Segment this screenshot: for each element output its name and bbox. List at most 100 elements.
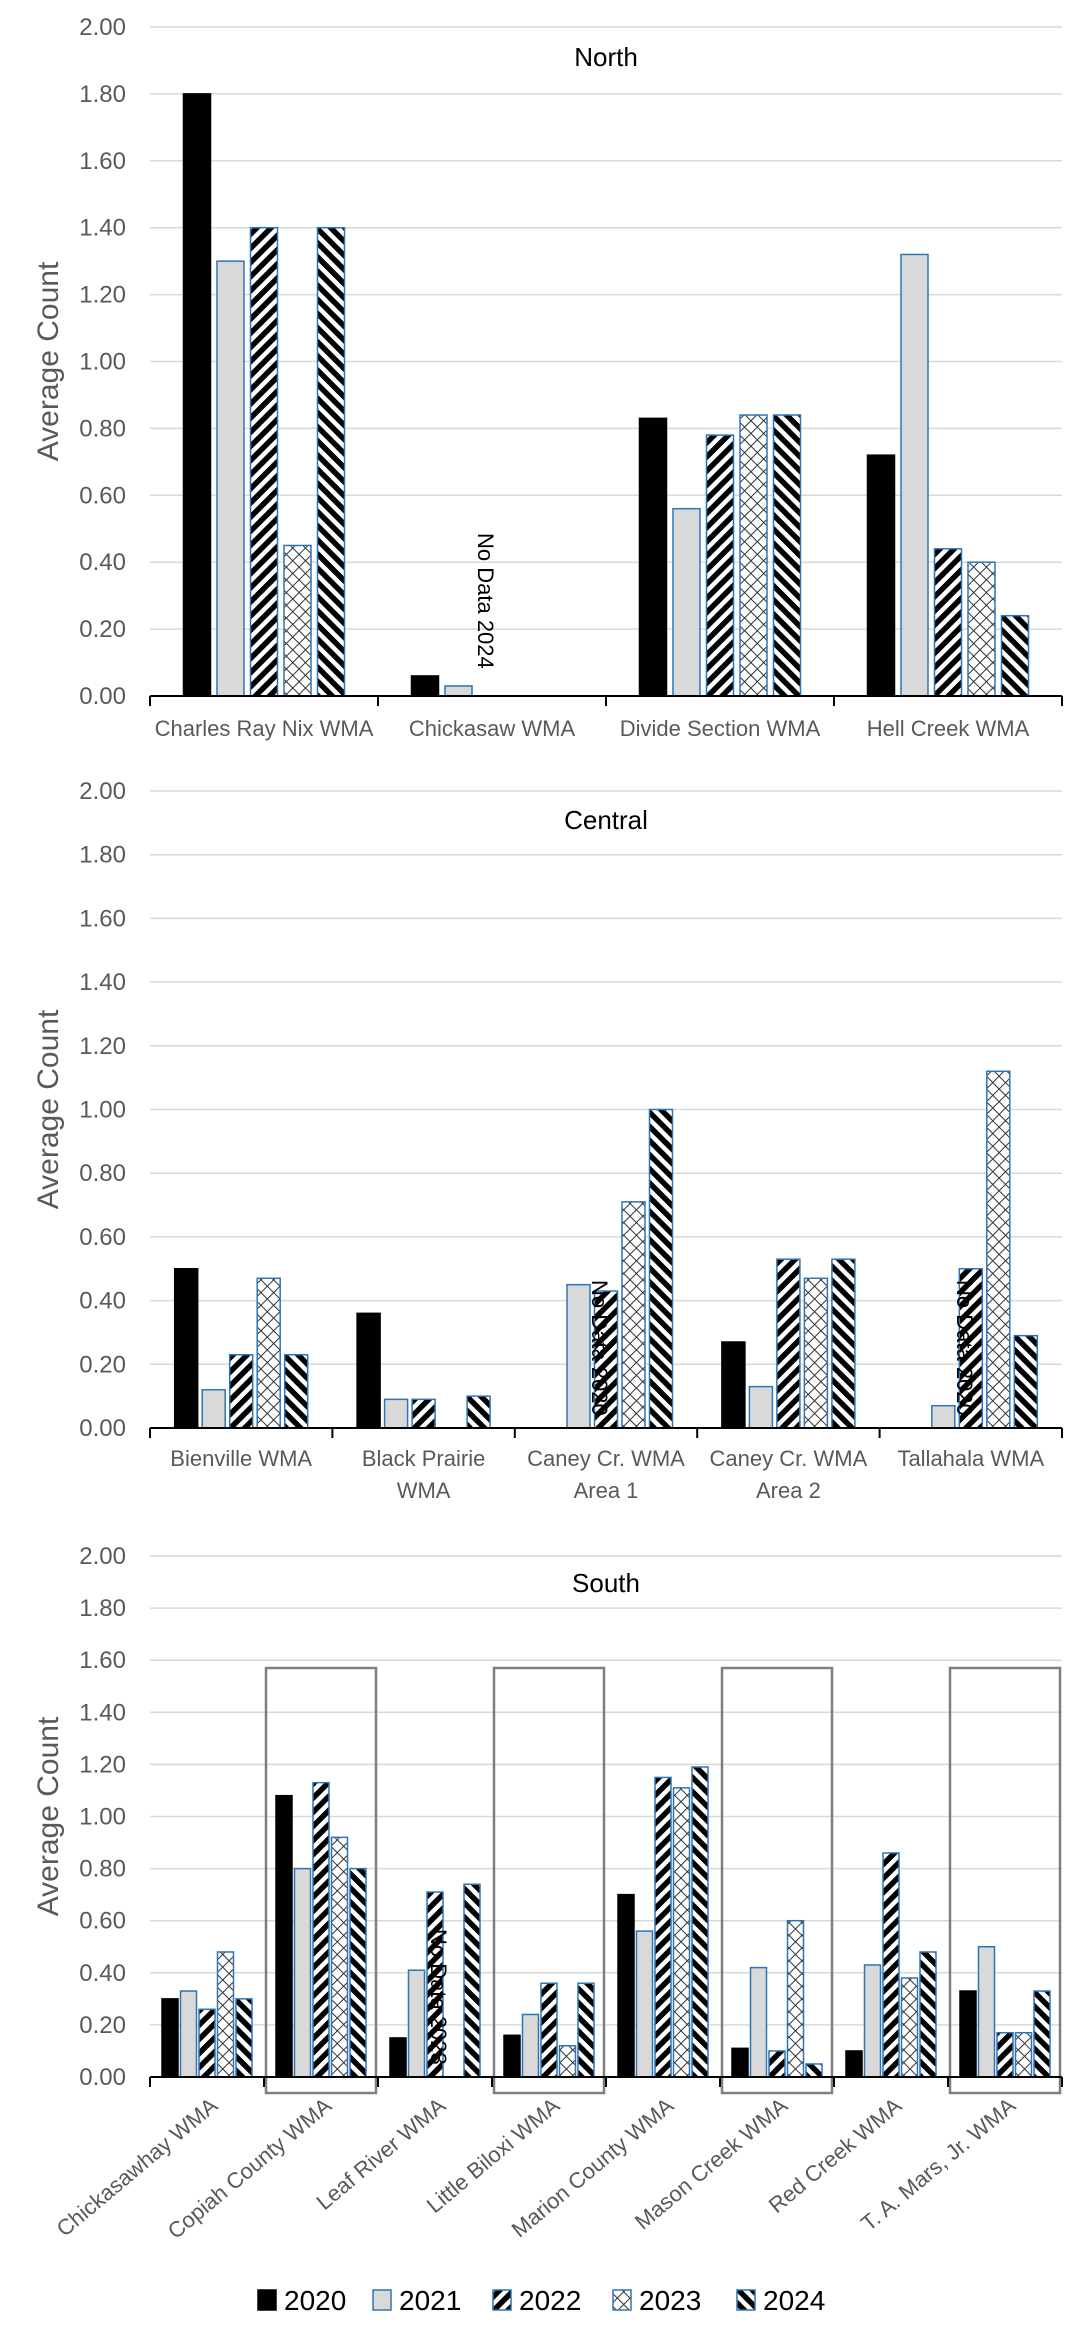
bar-2021-chickasaw-wma <box>444 685 473 697</box>
category-label: Caney Cr. WMA Area 1 <box>527 1446 685 1503</box>
panel-title: South <box>572 1568 640 1598</box>
bar-2024-black-prairie-wma <box>466 1395 491 1429</box>
category-highlight-box <box>720 1666 834 2095</box>
y-tick-label: 0.60 <box>79 482 126 509</box>
y-tick-label: 1.00 <box>79 1804 126 1831</box>
y-tick-label: 1.40 <box>79 969 126 996</box>
bar-2022-little-biloxi-wma <box>540 1982 558 2078</box>
bar-2023-chickasawhay-wma <box>216 1951 235 2078</box>
bar-2022-charles-ray-nix-wma <box>249 226 279 697</box>
y-tick-label: 0.20 <box>79 616 126 643</box>
bar-2021-little-biloxi-wma <box>521 2013 540 2078</box>
bar-2022-marion-county-wma <box>654 1776 672 2078</box>
bar-2024-caney-cr-wma-area-1 <box>648 1108 674 1429</box>
category-highlight-box <box>264 1666 378 2095</box>
y-tick-label: 1.20 <box>79 282 126 309</box>
bar-2021-charles-ray-nix-wma <box>216 260 245 697</box>
category-label: Caney Cr. WMA Area 2 <box>710 1446 868 1503</box>
bar-2024-caney-cr-wma-area-2 <box>831 1258 856 1429</box>
bar-2020-charles-ray-nix-wma <box>182 93 212 697</box>
no-data-annotation: No Data 2023 <box>426 1929 451 2065</box>
category-label: Bienville WMA <box>170 1446 312 1471</box>
y-tick-label: 1.00 <box>79 1097 126 1124</box>
bar-2023-mason-creek-wma <box>786 1919 805 2078</box>
y-tick-label: 1.60 <box>79 905 126 932</box>
y-tick-label: 1.20 <box>79 1751 126 1778</box>
no-data-annotation: No Data 2024 <box>473 533 498 669</box>
y-tick-label: 0.20 <box>79 1351 126 1378</box>
legend-label-2024: 2024 <box>763 2285 825 2316</box>
bar-2024-leaf-river-wma <box>463 1883 481 2078</box>
category-highlight-box <box>948 1666 1062 2095</box>
legend-label-2020: 2020 <box>284 2285 346 2316</box>
bar-2022-t-a-mars-jr-wma <box>996 2031 1014 2078</box>
bar-2021-mason-creek-wma <box>749 1966 768 2078</box>
bar-2022-chickasawhay-wma <box>198 2008 216 2078</box>
bar-2023-charles-ray-nix-wma <box>283 544 312 697</box>
y-tick-label: 0.60 <box>79 1908 126 1935</box>
y-tick-label: 1.80 <box>79 842 126 869</box>
bar-2022-hell-creek-wma <box>933 548 963 697</box>
bar-2024-t-a-mars-jr-wma <box>1033 1990 1051 2078</box>
bar-2020-chickasawhay-wma <box>161 1998 179 2078</box>
y-tick-label: 0.80 <box>79 415 126 442</box>
bar-2020-bienville-wma <box>173 1268 199 1429</box>
category-label: Charles Ray Nix WMA <box>155 716 374 741</box>
bar-2021-tallahala-wma <box>931 1404 956 1429</box>
bar-2021-caney-cr-wma-area-2 <box>748 1385 774 1429</box>
bar-2021-hell-creek-wma <box>900 253 929 697</box>
bar-2021-divide-section-wma <box>672 507 701 697</box>
category-label: Hell Creek WMA <box>867 716 1030 741</box>
bar-2022-bienville-wma <box>228 1353 254 1429</box>
y-tick-label: 2.00 <box>79 14 126 41</box>
bar-2023-copiah-county-wma <box>330 1836 349 2078</box>
bar-2022-red-creek-wma <box>882 1852 900 2078</box>
bar-2022-divide-section-wma <box>705 434 735 697</box>
bar-2021-caney-cr-wma-area-1 <box>566 1283 591 1429</box>
bar-2021-red-creek-wma <box>863 1964 882 2078</box>
chart-panel-north: 0.00 0.20 0.40 0.60 0.80 1.00 1.20 1.40 1.60 1.80… <box>32 14 1063 741</box>
bar-2024-little-biloxi-wma <box>577 1982 595 2078</box>
bar-2020-chickasaw-wma <box>410 675 440 697</box>
y-tick-label: 1.00 <box>79 349 126 376</box>
panel-title: North <box>574 42 638 72</box>
y-tick-label: 1.40 <box>79 215 126 242</box>
panel-title: Central <box>564 805 648 835</box>
legend-swatch-2023 <box>612 2289 632 2311</box>
y-tick-label: 0.20 <box>79 2012 126 2039</box>
bar-2022-caney-cr-wma-area-2 <box>776 1258 801 1429</box>
bar-2021-chickasawhay-wma <box>179 1990 198 2078</box>
bar-2020-leaf-river-wma <box>389 2037 407 2078</box>
bar-2023-marion-county-wma <box>672 1787 691 2078</box>
bar-2024-bienville-wma <box>283 1353 309 1429</box>
bar-2024-mason-creek-wma <box>805 2063 823 2078</box>
bar-2024-hell-creek-wma <box>1000 614 1030 697</box>
y-tick-label: 1.60 <box>79 148 126 175</box>
bar-2023-bienville-wma <box>256 1277 281 1429</box>
y-tick-label: 0.40 <box>79 1288 126 1315</box>
y-tick-label: 1.60 <box>79 1647 126 1674</box>
no-data-annotation: No Data 2020 <box>952 1280 977 1416</box>
y-tick-label: 0.00 <box>79 683 126 710</box>
bar-2024-marion-county-wma <box>691 1766 709 2078</box>
y-axis-label: Average Count <box>32 261 65 461</box>
legend-label-2023: 2023 <box>639 2285 701 2316</box>
bar-2020-mason-creek-wma <box>731 2047 749 2078</box>
bar-2023-caney-cr-wma-area-1 <box>621 1201 646 1429</box>
legend-label-2021: 2021 <box>399 2285 461 2316</box>
y-tick-label: 1.40 <box>79 1699 126 1726</box>
bar-2021-marion-county-wma <box>635 1930 654 2078</box>
y-tick-label: 0.00 <box>79 2064 126 2091</box>
bar-2020-copiah-county-wma <box>275 1794 293 2078</box>
category-label: Chickasaw WMA <box>409 716 576 741</box>
no-data-annotation: No Data 2020 <box>587 1280 612 1416</box>
bar-2020-caney-cr-wma-area-2 <box>721 1341 746 1429</box>
legend-swatch-2020 <box>257 2289 277 2311</box>
y-axis-label: Average Count <box>32 1716 65 1916</box>
category-label: Divide Section WMA <box>620 716 821 741</box>
bar-2022-black-prairie-wma <box>411 1398 436 1429</box>
bar-2024-tallahala-wma <box>1013 1334 1039 1429</box>
legend: 2020 2021 2022 2023 2024 <box>257 2285 825 2316</box>
legend-label-2022: 2022 <box>519 2285 581 2316</box>
